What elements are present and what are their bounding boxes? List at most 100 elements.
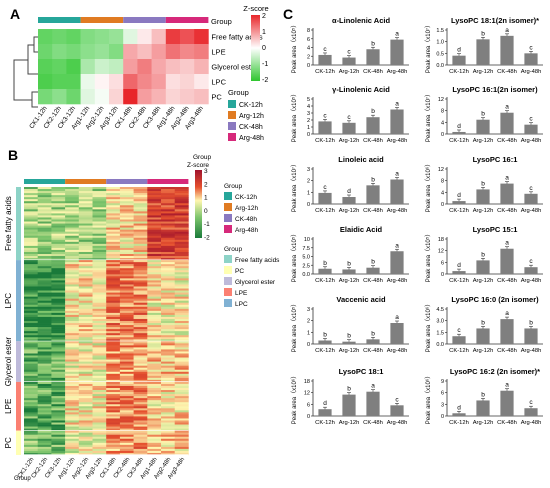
heatmap-cell xyxy=(37,448,52,452)
significance-letter: c xyxy=(395,396,399,403)
heatmap-cell xyxy=(147,231,162,234)
heatmap-cell xyxy=(119,288,134,291)
corner-group-label: Group xyxy=(14,476,31,482)
heatmap-cell xyxy=(106,296,121,299)
heatmap-cell xyxy=(51,262,66,265)
heatmap-cell xyxy=(106,276,121,279)
heatmap-cell xyxy=(92,290,107,293)
heatmap-cell xyxy=(174,428,189,431)
heatmap-cell xyxy=(133,221,148,224)
heatmap-cell xyxy=(161,251,175,255)
heatmap-cell xyxy=(65,251,80,255)
heatmap-cell xyxy=(92,390,107,393)
heatmap-cell xyxy=(161,329,175,332)
heatmap-cell xyxy=(51,276,66,279)
heatmap-cell xyxy=(65,390,80,393)
heatmap-cell xyxy=(161,245,175,249)
heatmap-cell xyxy=(65,197,80,200)
y-axis-label: Peak area（x10⁵） xyxy=(425,231,432,283)
heatmap-cell xyxy=(106,337,121,340)
heatmap-cell xyxy=(133,288,148,291)
heatmap-cell xyxy=(51,450,66,454)
zscore-tick: -2 xyxy=(204,235,210,242)
heatmap-cell xyxy=(92,318,107,322)
heatmap-cell xyxy=(65,333,80,336)
zscore-tick: -1 xyxy=(262,61,268,68)
heatmap-cell xyxy=(161,398,175,401)
heatmap-cell xyxy=(147,268,162,271)
bar xyxy=(500,183,514,204)
heatmap-cell xyxy=(133,219,148,222)
heatmap-cell xyxy=(147,369,162,373)
heatmap-cell xyxy=(24,325,38,328)
heatmap-cell xyxy=(24,412,38,415)
significance-letter: b xyxy=(347,260,351,267)
heatmap-cell xyxy=(119,402,134,405)
y-tick-label: 3 xyxy=(307,167,310,173)
heatmap-cell xyxy=(51,193,66,196)
heatmap-cell xyxy=(24,444,38,448)
heatmap-cell xyxy=(24,286,38,289)
heatmap-cell xyxy=(137,44,152,60)
chart-title: LysoPC 18:1 xyxy=(339,367,384,376)
heatmap-cell xyxy=(37,290,52,293)
heatmap-cell xyxy=(174,410,189,413)
row-group-bar xyxy=(16,381,21,431)
heatmap-cell xyxy=(37,337,52,340)
heatmap-cell xyxy=(147,223,162,226)
heatmap-cell xyxy=(119,262,134,265)
heatmap-cell xyxy=(106,249,121,253)
heatmap-cell xyxy=(78,448,93,452)
heatmap-cell xyxy=(78,347,93,350)
heatmap-cell xyxy=(24,410,38,413)
y-tick-label: 6 xyxy=(441,391,444,397)
heatmap-cell xyxy=(133,448,148,452)
bar xyxy=(524,53,538,65)
heatmap-cell xyxy=(65,235,80,239)
heatmap-cell xyxy=(161,249,175,253)
heatmap-cell xyxy=(92,420,107,423)
heatmap-cell xyxy=(119,217,134,220)
bar xyxy=(318,268,332,274)
heatmap-cell xyxy=(51,444,66,448)
heatmap-cell xyxy=(147,302,162,306)
heatmap-cell xyxy=(78,304,93,308)
heatmap-cell xyxy=(51,239,66,243)
heatmap-cell xyxy=(133,312,148,316)
heatmap-cell xyxy=(51,388,66,391)
heatmap-cell xyxy=(24,278,38,281)
heatmap-cell xyxy=(161,229,175,232)
heatmap-cell xyxy=(24,385,38,389)
heatmap-cell xyxy=(51,412,66,415)
heatmap-cell xyxy=(92,333,107,336)
heatmap-cell xyxy=(147,361,162,364)
heatmap-cell xyxy=(161,373,175,377)
heatmap-cell xyxy=(65,225,80,228)
heatmap-cell xyxy=(24,302,38,306)
heatmap-cell xyxy=(78,373,93,377)
heatmap-cell xyxy=(119,373,134,377)
heatmap-cell xyxy=(65,361,80,364)
heatmap-cell xyxy=(133,363,148,366)
heatmap-cell xyxy=(147,193,162,196)
heatmap-cell xyxy=(80,74,96,90)
heatmap-cell xyxy=(161,211,175,214)
x-tick-label: CK-48h xyxy=(363,348,383,354)
heatmap-cell xyxy=(24,377,38,381)
heatmap-cell xyxy=(106,306,121,310)
heatmap-cell xyxy=(133,331,148,334)
heatmap-cell xyxy=(119,414,134,417)
heatmap-cell xyxy=(24,428,38,431)
heatmap-cell xyxy=(133,290,148,293)
heatmap-cell xyxy=(51,270,66,273)
heatmap-cell xyxy=(161,412,175,415)
heatmap-cell xyxy=(51,304,66,308)
bar xyxy=(366,117,380,134)
heatmap-cell xyxy=(106,256,121,259)
heatmap-cell xyxy=(78,221,93,224)
bar xyxy=(476,189,490,204)
heatmap-cell xyxy=(78,355,93,358)
heatmap-cell xyxy=(37,418,52,421)
heatmap-cell xyxy=(51,256,66,259)
bar xyxy=(476,328,490,344)
